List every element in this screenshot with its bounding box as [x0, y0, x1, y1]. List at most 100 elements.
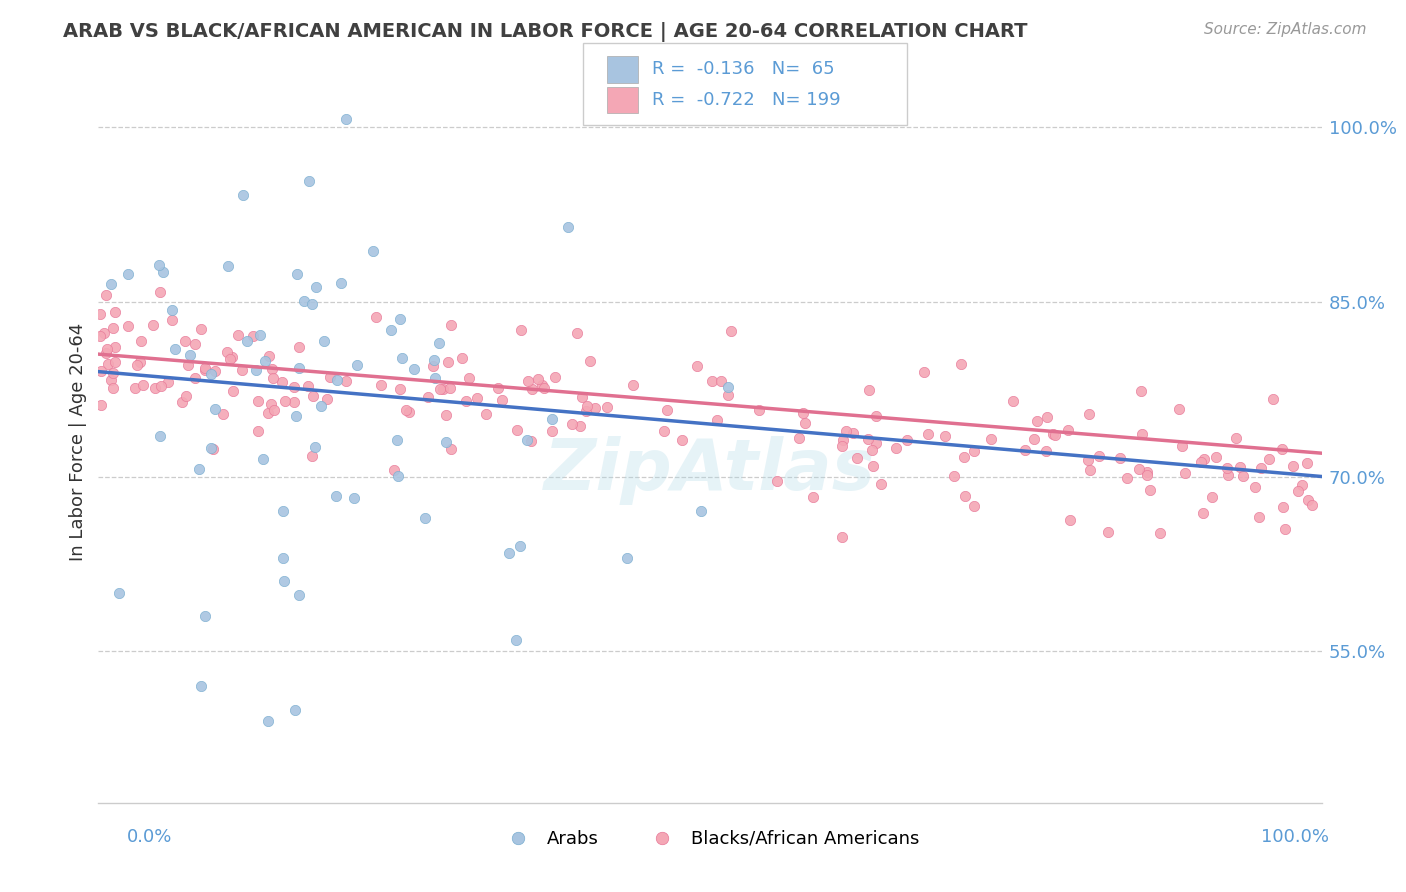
Point — [335, 374, 357, 388]
Point — [382, 463, 405, 477]
Point — [434, 435, 457, 450]
Point — [565, 326, 588, 340]
Point — [423, 371, 446, 385]
Point — [395, 403, 418, 417]
Point — [287, 361, 309, 376]
Point — [1130, 427, 1153, 442]
Point — [211, 407, 233, 421]
Point — [1247, 510, 1270, 524]
Point — [429, 382, 451, 396]
Point — [343, 491, 366, 505]
Point — [569, 418, 592, 433]
Point — [249, 327, 271, 342]
Point — [423, 352, 446, 367]
Point — [187, 462, 209, 476]
Point — [177, 358, 200, 372]
Point — [575, 404, 598, 418]
Point — [302, 389, 325, 403]
Point — [301, 297, 323, 311]
Point — [690, 503, 713, 517]
Point — [862, 459, 884, 474]
Point — [1078, 463, 1101, 477]
Point — [1116, 471, 1139, 485]
Point — [160, 302, 183, 317]
Point — [262, 371, 284, 385]
Point — [1174, 467, 1197, 481]
Point — [437, 355, 460, 369]
Text: R =  -0.136   N=  65: R = -0.136 N= 65 — [652, 61, 835, 78]
Point — [1192, 451, 1215, 466]
Point — [1286, 483, 1309, 498]
Point — [1263, 392, 1285, 406]
Text: 100.0%: 100.0% — [1261, 828, 1329, 846]
Point — [274, 394, 297, 409]
Point — [232, 187, 254, 202]
Point — [1035, 443, 1057, 458]
Point — [792, 406, 814, 420]
Point — [391, 351, 413, 365]
Point — [831, 434, 853, 448]
Point — [149, 285, 172, 300]
Point — [1291, 477, 1313, 491]
Point — [1059, 513, 1081, 527]
Point — [194, 363, 217, 377]
Point — [149, 378, 172, 392]
Point — [287, 588, 309, 602]
Point — [541, 424, 564, 438]
Point — [104, 340, 127, 354]
Point — [1001, 394, 1024, 409]
Point — [132, 378, 155, 392]
Point — [1135, 467, 1157, 482]
Point — [1271, 442, 1294, 457]
Point — [292, 294, 315, 309]
Point — [254, 354, 277, 368]
Point — [486, 381, 509, 395]
Point — [117, 267, 139, 281]
Point — [284, 409, 307, 423]
Point — [509, 539, 531, 553]
Point — [416, 390, 439, 404]
Point — [865, 409, 887, 424]
Point — [1215, 460, 1237, 475]
Point — [801, 490, 824, 504]
Point — [1128, 461, 1150, 475]
Point — [491, 393, 513, 408]
Point — [943, 469, 966, 483]
Point — [1282, 458, 1305, 473]
Point — [90, 364, 112, 378]
Point — [298, 174, 321, 188]
Point — [256, 714, 278, 729]
Point — [934, 429, 956, 443]
Point — [179, 348, 201, 362]
Point — [398, 405, 420, 419]
Point — [1035, 410, 1057, 425]
Point — [869, 477, 891, 491]
Point — [440, 318, 463, 333]
Point — [575, 400, 598, 414]
Point — [157, 375, 180, 389]
Point — [1218, 467, 1240, 482]
Point — [616, 551, 638, 566]
Point — [561, 417, 583, 431]
Point — [219, 351, 242, 366]
Point — [516, 433, 538, 447]
Point — [1022, 432, 1045, 446]
Point — [917, 427, 939, 442]
Point — [845, 450, 868, 465]
Point — [160, 312, 183, 326]
Point — [516, 374, 538, 388]
Point — [89, 307, 111, 321]
Point — [252, 452, 274, 467]
Point — [860, 443, 883, 458]
Point — [1129, 384, 1152, 398]
Point — [260, 362, 283, 376]
Point — [1168, 402, 1191, 417]
Point — [124, 381, 146, 395]
Point — [200, 367, 222, 381]
Point — [100, 373, 122, 387]
Point — [301, 449, 323, 463]
Point — [578, 354, 600, 368]
Point — [288, 340, 311, 354]
Point — [271, 551, 294, 566]
Point — [583, 401, 606, 415]
